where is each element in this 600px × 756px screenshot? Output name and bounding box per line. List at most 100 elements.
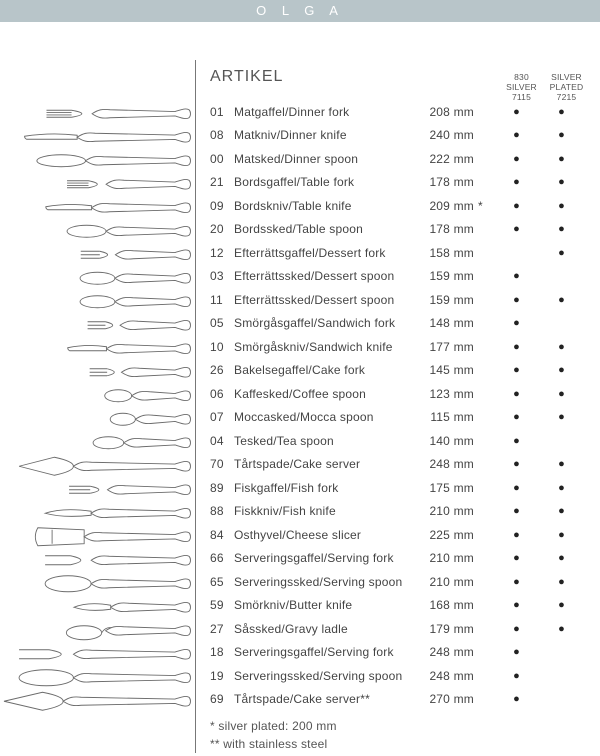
- dot-col-1: ●: [494, 623, 539, 635]
- article-row: 88Fiskkniv/Fish knife210 mm●●: [210, 500, 590, 524]
- article-row: 08Matkniv/Dinner knife240 mm●●: [210, 124, 590, 148]
- article-name: Tårtspade/Cake server**: [234, 692, 414, 706]
- article-name: Smörgåskniv/Sandwich knife: [234, 340, 414, 354]
- article-row: 69Tårtspade/Cake server**270 mm●: [210, 688, 590, 712]
- silhouette-fork3: [81, 250, 191, 260]
- article-row: 26Bakelsegaffel/Cake fork145 mm●●: [210, 359, 590, 383]
- article-name: Kaffesked/Coffee spoon: [234, 387, 414, 401]
- article-length: 210 mm: [414, 551, 478, 565]
- silhouette-knife: [25, 132, 191, 142]
- dot-col-2: ●: [539, 176, 584, 188]
- footnote: * silver plated: 200 mm: [210, 717, 590, 735]
- silhouette-spoon: [80, 272, 190, 284]
- silhouette-column: [0, 102, 195, 713]
- article-length: 178 mm: [414, 175, 478, 189]
- dot-col-2: ●: [539, 599, 584, 611]
- article-number: 04: [210, 434, 234, 448]
- article-number: 26: [210, 363, 234, 377]
- dot-col-2: ●: [539, 623, 584, 635]
- dot-col-1: ●: [494, 646, 539, 658]
- silhouette-cheeseslicer: [35, 528, 190, 546]
- catalog-column: ARTIKEL 01Matgaffel/Dinner fork208 mm●●0…: [195, 60, 590, 753]
- dot-col-1: ●: [494, 106, 539, 118]
- dot-col-2: ●: [539, 129, 584, 141]
- silhouette-servspoon: [19, 670, 190, 686]
- dot-col-2: ●: [539, 388, 584, 400]
- dot-col-1: ●: [494, 153, 539, 165]
- article-length: 209 mm: [414, 199, 478, 213]
- silhouette-fork4: [67, 179, 190, 189]
- article-name: Bakelsegaffel/Cake fork: [234, 363, 414, 377]
- dot-col-1: ●: [494, 552, 539, 564]
- article-length: 158 mm: [414, 246, 478, 260]
- article-length: 178 mm: [414, 222, 478, 236]
- dot-col-2: ●: [539, 153, 584, 165]
- article-name: Tårtspade/Cake server: [234, 457, 414, 471]
- article-name: Efterrättssked/Dessert spoon: [234, 269, 414, 283]
- article-length: 159 mm: [414, 269, 478, 283]
- dot-col-1: ●: [494, 693, 539, 705]
- silhouette-knife: [68, 344, 191, 354]
- article-name: Smörkniv/Butter knife: [234, 598, 414, 612]
- article-number: 01: [210, 105, 234, 119]
- section-title: ARTIKEL: [210, 60, 590, 100]
- silhouette-server: [19, 457, 190, 475]
- article-name: Bordsgaffel/Table fork: [234, 175, 414, 189]
- dot-col-2: ●: [539, 223, 584, 235]
- silhouette-fork3: [88, 320, 191, 330]
- article-row: 21Bordsgaffel/Table fork178 mm ●●: [210, 171, 590, 195]
- dot-col-1: ●: [494, 129, 539, 141]
- dot-col-1: ●: [494, 176, 539, 188]
- dot-col-1: ●: [494, 599, 539, 611]
- dot-col-1: ●: [494, 270, 539, 282]
- article-number: 10: [210, 340, 234, 354]
- article-name: Matgaffel/Dinner fork: [234, 105, 414, 119]
- dot-col-2: ●: [539, 458, 584, 470]
- article-row: 18Serveringsgaffel/Serving fork248 mm●: [210, 641, 590, 665]
- dot-col-2: ●: [539, 106, 584, 118]
- silhouettes-svg: [0, 102, 195, 713]
- article-row: 05Smörgåsgaffel/Sandwich fork148 mm●: [210, 312, 590, 336]
- article-name: Serveringssked/Serving spoon: [234, 669, 414, 683]
- article-row: 20Bordssked/Table spoon178 mm●●: [210, 218, 590, 242]
- article-length: 177 mm: [414, 340, 478, 354]
- article-name: Tesked/Tea spoon: [234, 434, 414, 448]
- article-length: 140 mm: [414, 434, 478, 448]
- article-number: 20: [210, 222, 234, 236]
- dot-col-2: ●: [539, 200, 584, 212]
- dot-col-2: ●: [539, 505, 584, 517]
- article-number: 21: [210, 175, 234, 189]
- article-number: 66: [210, 551, 234, 565]
- article-name: Serveringsgaffel/Serving fork: [234, 551, 414, 565]
- article-row: 89Fiskgaffel/Fish fork175 mm●●: [210, 476, 590, 500]
- article-length: 240 mm: [414, 128, 478, 142]
- article-length: 168 mm: [414, 598, 478, 612]
- silhouette-butter: [74, 602, 191, 612]
- footnote: ** with stainless steel: [210, 735, 590, 753]
- article-name: Moccasked/Mocca spoon: [234, 410, 414, 424]
- dot-col-2: ●: [539, 482, 584, 494]
- article-number: 59: [210, 598, 234, 612]
- article-length: 123 mm: [414, 387, 478, 401]
- footnotes: * silver plated: 200 mm** with stainless…: [210, 711, 590, 753]
- article-row: 65Serveringssked/Serving spoon210 mm●●: [210, 570, 590, 594]
- article-number: 11: [210, 293, 234, 307]
- article-length: 179 mm: [414, 622, 478, 636]
- dot-col-1: ●: [494, 364, 539, 376]
- silhouette-servfork: [19, 649, 190, 659]
- dot-col-1: ●: [494, 529, 539, 541]
- article-length: 248 mm: [414, 669, 478, 683]
- article-row: 04Tesked/Tea spoon140 mm●: [210, 429, 590, 453]
- article-row: 27Såssked/Gravy ladle179 mm●●: [210, 617, 590, 641]
- silhouette-knife: [46, 203, 191, 213]
- article-row: 12Efterrättsgaffel/Dessert fork158 mm●: [210, 241, 590, 265]
- article-length: 208 mm: [414, 105, 478, 119]
- dot-col-2: ●: [539, 341, 584, 353]
- article-row: 10Smörgåskniv/Sandwich knife177 mm ●●: [210, 335, 590, 359]
- dot-col-1: ●: [494, 341, 539, 353]
- article-row: 19Serveringssked/Serving spoon248 mm●: [210, 664, 590, 688]
- dot-col-1: ●: [494, 576, 539, 588]
- dot-col-1: ●: [494, 294, 539, 306]
- dot-col-1: ●: [494, 411, 539, 423]
- silhouette-spoon: [110, 413, 190, 425]
